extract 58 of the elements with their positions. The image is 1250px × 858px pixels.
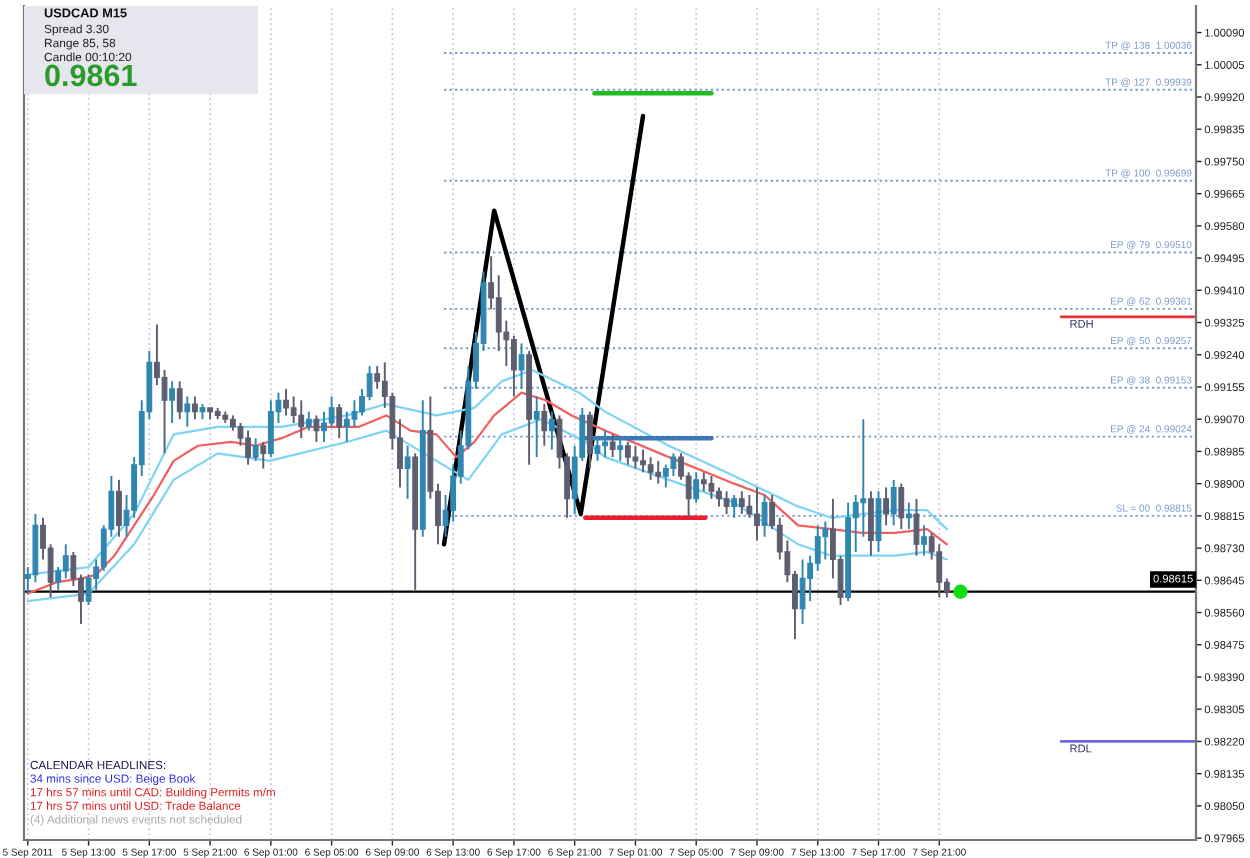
annotation: 0.9861 bbox=[45, 64, 137, 87]
candlestick bbox=[511, 334, 517, 398]
candlestick bbox=[161, 368, 168, 455]
candlestick bbox=[404, 444, 411, 500]
candlestick bbox=[374, 365, 381, 390]
candlestick bbox=[799, 558, 806, 625]
candlestick bbox=[624, 440, 631, 466]
candlestick bbox=[746, 494, 753, 519]
candlestick bbox=[541, 403, 548, 447]
candlestick bbox=[913, 497, 920, 557]
candlestick bbox=[731, 494, 738, 519]
candlestick bbox=[298, 399, 305, 440]
candlestick bbox=[738, 490, 745, 515]
candlestick bbox=[716, 486, 722, 508]
candlestick bbox=[708, 475, 715, 500]
candlestick bbox=[518, 342, 525, 390]
candlestick bbox=[647, 456, 654, 481]
candlestick bbox=[267, 399, 274, 459]
candlestick bbox=[169, 380, 176, 424]
candlestick bbox=[533, 395, 540, 459]
line-series bbox=[26, 368, 948, 576]
candlestick bbox=[700, 471, 707, 493]
candlestick bbox=[761, 494, 768, 538]
candlestick bbox=[898, 482, 905, 531]
candlestick bbox=[617, 437, 624, 462]
candlestick bbox=[905, 501, 912, 531]
candlestick bbox=[640, 448, 646, 474]
candlestick bbox=[890, 478, 897, 527]
candlestick bbox=[336, 403, 343, 440]
candlestick bbox=[921, 524, 927, 557]
candlestick bbox=[328, 395, 335, 428]
line-series bbox=[441, 113, 646, 547]
candlestick bbox=[609, 433, 616, 459]
candlestick bbox=[723, 490, 730, 515]
candlestick bbox=[693, 471, 700, 504]
candlestick bbox=[655, 459, 662, 485]
candlestick bbox=[245, 429, 251, 466]
candlestick bbox=[548, 410, 555, 451]
candlestick bbox=[313, 414, 320, 443]
candlestick bbox=[321, 410, 327, 443]
candlestick bbox=[867, 490, 874, 557]
candlestick bbox=[814, 524, 821, 572]
candlestick bbox=[283, 387, 289, 417]
candlestick bbox=[176, 380, 183, 421]
candlestick bbox=[875, 490, 882, 553]
candlestick bbox=[62, 543, 69, 580]
candlestick bbox=[305, 410, 312, 432]
candlestick bbox=[632, 444, 639, 470]
candlestick bbox=[116, 478, 122, 538]
candlestick bbox=[191, 395, 198, 421]
candlestick bbox=[260, 440, 267, 470]
candlestick bbox=[586, 410, 593, 470]
candlestick bbox=[252, 437, 259, 462]
candlestick bbox=[754, 486, 760, 542]
candlestick bbox=[184, 395, 191, 428]
candlestick bbox=[883, 486, 890, 527]
candlestick bbox=[594, 437, 601, 462]
candlestick bbox=[602, 429, 608, 459]
